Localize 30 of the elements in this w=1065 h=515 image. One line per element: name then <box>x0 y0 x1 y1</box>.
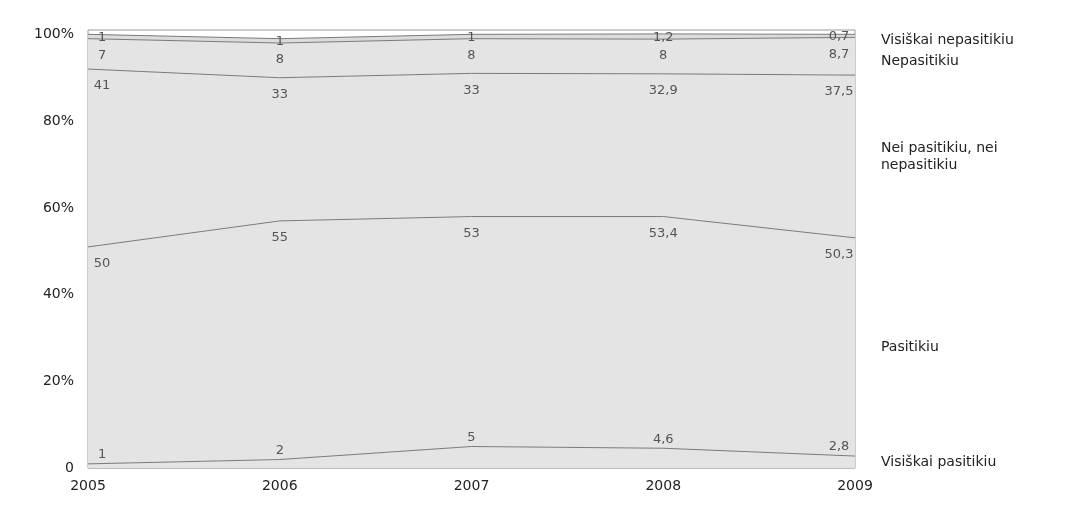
x-tick-label: 2008 <box>645 477 682 494</box>
y-tick-label: 0 <box>65 458 75 475</box>
series-label: Visiškai pasitikiu <box>881 452 997 469</box>
data-label: 50 <box>93 255 111 271</box>
y-tick-label: 40% <box>42 285 75 302</box>
data-label: 8 <box>467 47 476 63</box>
x-tick-label: 2009 <box>837 477 873 494</box>
data-label: 8 <box>659 47 668 63</box>
y-tick-label: 80% <box>42 111 75 128</box>
data-label: 2,8 <box>828 438 850 454</box>
series-label: Nei pasitikiu, nei nepasitikiu <box>881 138 998 172</box>
x-tick-label: 2005 <box>70 477 106 494</box>
x-tick-label: 2006 <box>261 477 298 494</box>
x-tick-label: 2007 <box>453 477 490 494</box>
y-tick-label: 20% <box>42 372 75 389</box>
series-label: Nepasitikiu <box>881 52 959 69</box>
data-label: 1,2 <box>652 28 674 44</box>
y-tick-label: 60% <box>42 198 75 215</box>
data-label: 1 <box>97 28 107 44</box>
data-label: 50,3 <box>824 246 854 262</box>
data-label: 4,6 <box>652 430 674 446</box>
data-label: 7 <box>97 47 107 63</box>
data-label: 1 <box>97 446 107 462</box>
series-label: Pasitikiu <box>881 337 939 354</box>
y-tick-label: 100% <box>33 24 75 41</box>
data-label: 8 <box>275 51 284 67</box>
data-label: 2 <box>275 441 284 457</box>
data-label: 5 <box>467 428 476 444</box>
data-label: 8,7 <box>828 45 850 61</box>
series-label: Visiškai nepasitikiu <box>881 31 1014 48</box>
